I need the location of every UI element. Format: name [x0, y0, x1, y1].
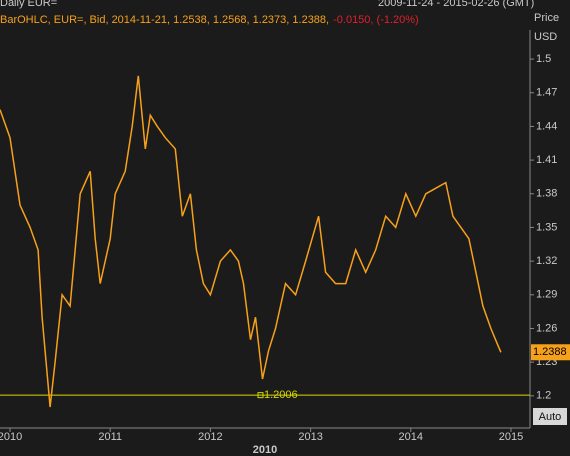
date-range: 2009-11-24 - 2015-02-26 (GMT)	[378, 0, 534, 9]
legend-text: BarOHLC, EUR=, Bid, 2014-11-21, 1.2538, …	[0, 14, 329, 26]
chart-title: Daily EUR=	[0, 0, 57, 9]
x-tick-label: 2010	[0, 431, 22, 443]
y-tick-label: 1.41	[536, 154, 557, 166]
auto-button-label[interactable]: Auto	[539, 411, 562, 423]
auto-button[interactable]	[533, 408, 567, 425]
reference-marker	[257, 392, 264, 399]
change-text: -0.0150, (-1.20%)	[333, 14, 419, 26]
y-tick-label: 1.47	[536, 87, 557, 99]
x-tick-label: 2012	[198, 431, 222, 443]
price-line	[0, 75, 502, 408]
last-value-label: 1.2388	[533, 346, 567, 358]
x-secondary-label: 2010	[253, 444, 277, 456]
y-tick-label: 1.32	[536, 255, 557, 267]
x-tick-label: 2013	[298, 431, 322, 443]
y-tick-label: 1.5	[536, 53, 551, 65]
y-tick-label: 1.38	[536, 188, 557, 200]
x-tick-label: 2014	[399, 431, 423, 443]
y-axis-label: USD	[534, 31, 557, 43]
x-tick-label: 2011	[98, 431, 122, 443]
y-tick-label: 1.29	[536, 289, 557, 301]
y-tick-label: 1.2	[536, 390, 551, 402]
reference-label: 1.2006	[264, 389, 298, 401]
y-tick-label: 1.44	[536, 120, 557, 132]
y-tick-label: 1.35	[536, 221, 557, 233]
x-tick-label: 2015	[499, 431, 523, 443]
last-value-box	[531, 344, 570, 361]
y-tick-label: 1.26	[536, 322, 557, 334]
y-axis-label: Price	[534, 12, 559, 24]
